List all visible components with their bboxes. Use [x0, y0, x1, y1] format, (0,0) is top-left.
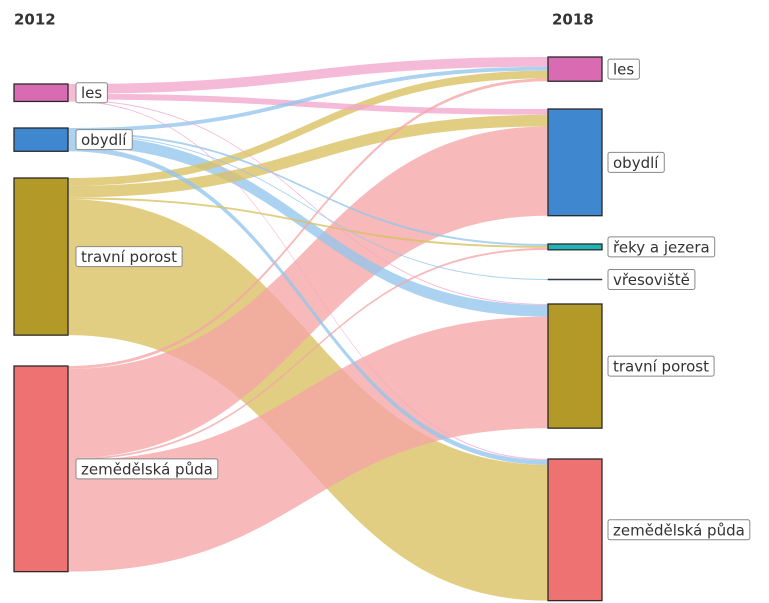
node-label: zemědělská půda [613, 521, 745, 539]
node [547, 243, 603, 251]
node-label: travní porost [81, 248, 177, 266]
label-box [607, 355, 715, 377]
label-box [75, 129, 133, 151]
node [547, 278, 603, 281]
flow [68, 66, 548, 132]
node [547, 56, 603, 82]
label-box [607, 151, 665, 173]
label-box [607, 519, 751, 541]
node [13, 177, 69, 336]
flow [68, 57, 548, 94]
flow [68, 93, 548, 115]
flow [68, 131, 548, 246]
label-box [607, 58, 640, 80]
node [547, 303, 603, 429]
label-box [607, 269, 696, 290]
node [13, 127, 69, 152]
label-box [75, 458, 219, 480]
label-box [75, 82, 108, 104]
nodes: les obydlí travní porost zemědělská půda les… [13, 56, 751, 602]
node-label: les [613, 61, 634, 79]
flow [68, 99, 548, 305]
flow [68, 146, 548, 465]
flow [68, 197, 548, 248]
node-label: zemědělská půda [81, 460, 213, 478]
flow [68, 100, 548, 460]
column-title: 2012 [14, 11, 56, 29]
label-box [75, 246, 183, 268]
node-label: travní porost [613, 358, 709, 376]
node [13, 83, 69, 103]
flow [68, 247, 548, 461]
node-label: obydlí [613, 154, 659, 172]
flow [68, 134, 548, 317]
flow [68, 133, 548, 280]
node [13, 365, 69, 573]
node-label: řeky a jezera [613, 238, 710, 256]
flow [68, 78, 548, 369]
node [547, 108, 603, 217]
column-title: 2018 [552, 11, 594, 29]
flow [68, 126, 548, 459]
flow [68, 316, 548, 572]
node-label: obydlí [81, 131, 127, 149]
node-label: les [81, 84, 102, 102]
node-label: vřesoviště [613, 271, 690, 289]
node [547, 458, 603, 602]
label-box [607, 236, 716, 258]
flow [68, 70, 548, 186]
links [68, 57, 548, 601]
flow [68, 114, 548, 198]
